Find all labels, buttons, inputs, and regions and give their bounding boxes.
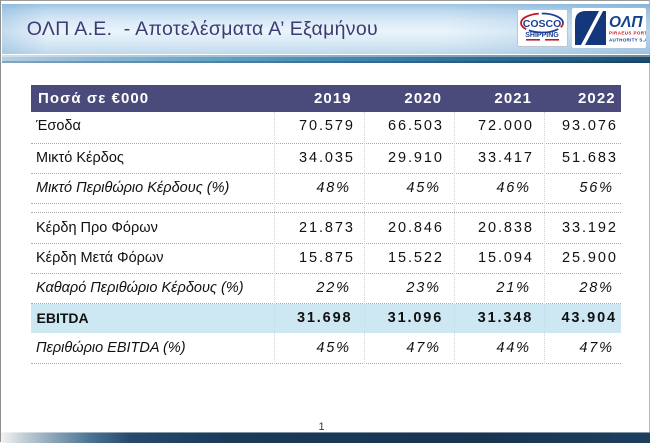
svg-text:COSCO: COSCO	[523, 18, 562, 30]
svg-text:AUTHORITY S.A.: AUTHORITY S.A.	[609, 38, 646, 43]
svg-text:PIRAEUS PORT: PIRAEUS PORT	[609, 31, 646, 36]
svg-text:SHIPPING: SHIPPING	[525, 32, 559, 39]
svg-text:ΟΛΠ: ΟΛΠ	[609, 14, 643, 31]
